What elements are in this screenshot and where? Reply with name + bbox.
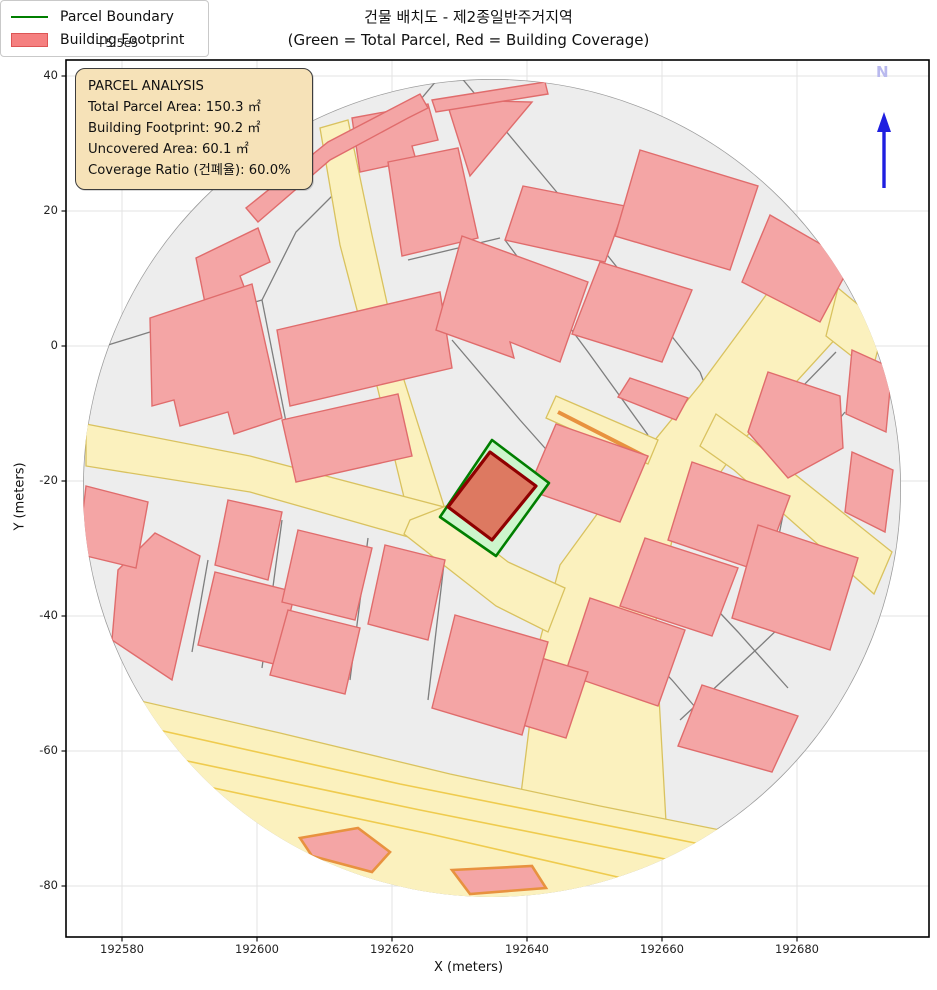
legend-label: Building Footprint [60, 32, 185, 48]
road-lane-line [147, 773, 623, 879]
building-footprint [281, 393, 413, 483]
parcel-boundary-line [427, 554, 446, 701]
y-tick-label: -40 [39, 608, 58, 622]
chart-title-line1: 건물 배치도 - 제2종일반주거지역 [364, 8, 573, 26]
y-tick-label: 40 [43, 68, 58, 82]
x-tick-label: 192620 [370, 942, 414, 956]
parcel-boundary-line [191, 559, 209, 653]
legend-line-swatch [11, 16, 48, 18]
building-footprint [149, 283, 283, 435]
building-footprint [677, 684, 799, 773]
building-footprint [844, 450, 894, 534]
plot-frame [65, 59, 930, 938]
building-footprint-orange [297, 826, 392, 874]
parcel-boundary-line [407, 237, 501, 261]
x-tick-label: 192680 [775, 942, 819, 956]
parcel-boundary-line [451, 339, 553, 457]
north-arrow-label: N [876, 63, 889, 81]
building-footprint [431, 81, 549, 113]
parcel-analysis-box: PARCEL ANALYSIS Total Parcel Area: 150.3… [75, 68, 313, 190]
y-tick-label: 20 [43, 203, 58, 217]
y-tick-label: 0 [50, 338, 58, 352]
building-footprint [564, 597, 686, 707]
building-footprint [731, 524, 859, 651]
road [699, 413, 893, 596]
building-footprint [747, 371, 844, 479]
x-tick-label: 192640 [505, 942, 549, 956]
y-tick-label: -60 [39, 743, 58, 757]
building-footprint [281, 529, 373, 621]
north-arrow-head [877, 112, 891, 132]
x-axis-label: X (meters) [433, 960, 504, 975]
building-footprint [269, 609, 361, 695]
legend-item-parcel-boundary: Parcel Boundary [11, 9, 198, 25]
building-footprint [614, 149, 759, 271]
info-line-total: Total Parcel Area: 150.3 ㎡ [88, 100, 261, 115]
legend-item-building-footprint: Building Footprint [11, 32, 198, 48]
chart-title: 건물 배치도 - 제2종일반주거지역 (Green = Total Parcel… [0, 6, 937, 52]
selected-building-footprint [446, 450, 538, 542]
y-axis-label: Y (meters) [12, 462, 28, 531]
legend-label: Parcel Boundary [60, 9, 174, 25]
info-line-coverage: Coverage Ratio (건폐율): 60.0% [88, 163, 291, 178]
parcel-boundary-line [261, 299, 289, 433]
building-footprint [244, 93, 429, 223]
x-tick-label: 192600 [235, 942, 279, 956]
building-footprint-orange [449, 864, 549, 896]
building-footprint [83, 485, 149, 569]
legend: Parcel Boundary Building Footprint [0, 0, 209, 57]
y-axis-offset-text: +5.5e5 [96, 36, 139, 50]
building-footprint [431, 614, 549, 736]
building-footprint [276, 291, 453, 407]
building-footprint [214, 499, 283, 581]
building-footprint [619, 537, 739, 637]
building-footprint [527, 423, 649, 523]
info-line-building: Building Footprint: 90.2 ㎡ [88, 121, 261, 136]
legend-patch-swatch [11, 33, 48, 47]
info-line-title: PARCEL ANALYSIS [88, 79, 204, 94]
info-line-uncovered: Uncovered Area: 60.1 ㎡ [88, 142, 249, 157]
building-footprint [845, 348, 893, 434]
building-footprint [504, 185, 626, 263]
y-tick-label: -80 [39, 878, 58, 892]
road-lane-line [115, 745, 681, 863]
building-footprint [435, 235, 589, 363]
x-tick-label: 192660 [640, 942, 684, 956]
chart-title-line2: (Green = Total Parcel, Red = Building Co… [287, 31, 650, 49]
building-footprint [367, 544, 446, 641]
y-tick-label: -20 [39, 473, 58, 487]
x-tick-label: 192580 [100, 942, 144, 956]
building-footprint [571, 261, 693, 363]
map-layer [83, 79, 901, 897]
building-footprint [616, 377, 690, 421]
building-footprint [387, 147, 479, 257]
